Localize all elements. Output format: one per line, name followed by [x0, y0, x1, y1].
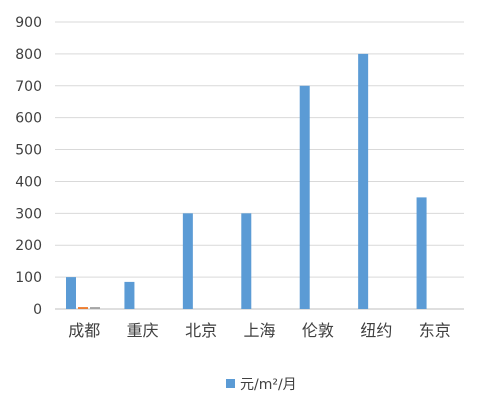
x-axis-categories: 成都 重庆 北京 上海 伦敦 纽约 东京 [68, 321, 451, 340]
x-category-label: 伦敦 [302, 321, 334, 340]
y-tick-label: 900 [15, 15, 42, 31]
y-tick-label: 700 [15, 79, 42, 95]
bar-1-4 [241, 213, 252, 309]
y-axis-ticks: 0 100 200 300 400 500 600 700 800 900 [15, 15, 42, 318]
bar-3-1 [90, 307, 100, 309]
legend-label: 元/m²/月 [240, 377, 297, 393]
legend-swatch [226, 379, 235, 388]
bar-1-6 [358, 53, 369, 310]
legend: 元/m²/月 [226, 377, 297, 393]
bar-1-2 [124, 281, 135, 309]
x-category-label: 东京 [419, 321, 451, 340]
bar-2-1 [78, 307, 88, 309]
y-tick-label: 600 [15, 111, 42, 127]
x-category-label: 重庆 [127, 321, 159, 340]
y-tick-label: 0 [33, 302, 42, 318]
y-tick-label: 200 [15, 238, 42, 254]
x-category-label: 成都 [68, 321, 100, 340]
x-category-label: 上海 [243, 321, 275, 340]
x-category-label: 北京 [185, 321, 217, 340]
y-tick-label: 100 [15, 270, 42, 286]
bars-layer [66, 53, 427, 310]
y-tick-label: 800 [15, 47, 42, 63]
bar-1-3 [182, 213, 193, 309]
y-tick-label: 300 [15, 206, 42, 222]
bar-1-7 [416, 197, 427, 309]
grid-layer [55, 21, 464, 310]
x-category-label: 纽约 [360, 321, 392, 340]
y-tick-label: 400 [15, 174, 42, 190]
y-tick-label: 500 [15, 143, 42, 159]
bar-1-1 [66, 277, 76, 309]
bar-1-5 [299, 85, 310, 310]
